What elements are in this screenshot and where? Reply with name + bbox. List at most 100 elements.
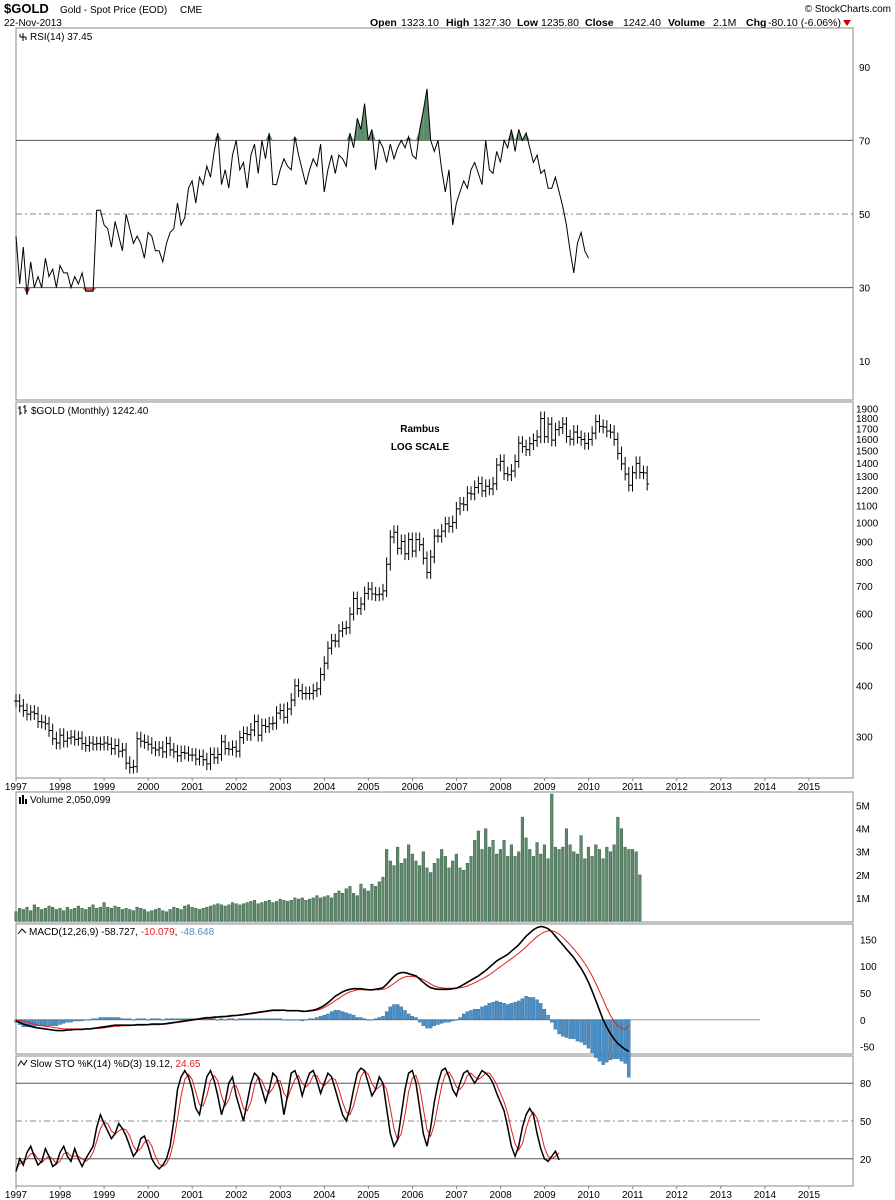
x-label-2010: 2010 (578, 782, 601, 793)
macd-histogram-bar (128, 1018, 132, 1020)
price-bar (219, 734, 224, 761)
price-bar (355, 591, 360, 615)
macd-tick-50: 50 (860, 989, 872, 1000)
macd-histogram-bar (234, 1019, 238, 1021)
price-bar (469, 486, 474, 501)
rsi-tick-30: 30 (859, 284, 871, 295)
price-bar (127, 756, 132, 774)
volume-bar (275, 901, 279, 922)
x-axis-upper: 1997 1998 1999 2000 2001 2002 2003 2004 2005 2006… (5, 777, 853, 793)
x-label-2009: 2009 (534, 782, 557, 793)
price-bar (505, 466, 510, 482)
price-bar (36, 706, 41, 728)
volume-bar (18, 908, 22, 922)
volume-bar (616, 816, 620, 922)
price-bar (615, 432, 620, 460)
volume-bar (227, 904, 231, 922)
volume-bar (194, 908, 198, 922)
volume-bar (286, 901, 290, 922)
chart-date: 22-Nov-2013 (4, 18, 62, 29)
volume-value: 2.1M (713, 17, 736, 29)
volume-bar (36, 906, 40, 922)
macd-histogram-bar (491, 1001, 495, 1020)
macd-histogram-bar (450, 1019, 455, 1022)
volume-bar (230, 902, 235, 922)
x-label-2012: 2012 (666, 782, 689, 793)
macd-signal-line (15, 930, 630, 1031)
volume-bar (241, 903, 246, 922)
price-tick-1300: 1300 (856, 472, 879, 483)
low-value: 1235.80 (541, 17, 579, 29)
macd-histogram-bar (84, 1019, 88, 1021)
macd-histogram-bar (355, 1017, 359, 1020)
macd-histogram-bar (58, 1019, 62, 1025)
volume-panel-frame (15, 791, 854, 923)
price-bar (432, 529, 437, 564)
x-label-2000: 2000 (137, 782, 160, 793)
volume-bar (311, 897, 315, 922)
price-tick-1900: 1900 (856, 405, 879, 416)
macd-histogram-bar (80, 1019, 84, 1022)
volume-bar (341, 893, 345, 922)
volume-bar (330, 897, 334, 922)
volume-bar (322, 896, 326, 922)
price-bar (61, 728, 66, 748)
macd-histogram-bar (495, 1000, 499, 1020)
price-bar (263, 718, 268, 733)
macd-histogram-bar (484, 1005, 488, 1020)
volume-bar (164, 911, 168, 922)
macd-histogram-bar (256, 1018, 260, 1020)
macd-histogram-bar (106, 1017, 110, 1020)
price-bar (568, 429, 573, 446)
volume-bar (120, 909, 124, 922)
volume-bar (476, 830, 480, 922)
rsi-overbought-fill (423, 88, 427, 141)
volume-bar (462, 870, 466, 922)
volume-bar (223, 905, 227, 922)
volume-bar (106, 906, 110, 922)
price-bar (498, 454, 503, 472)
rsi-tick-50: 50 (859, 210, 871, 221)
x-label-1999: 1999 (93, 1190, 116, 1200)
price-bar (83, 736, 88, 752)
price-bar (237, 730, 242, 758)
macd-histogram-bar (113, 1017, 117, 1020)
price-bar (109, 737, 114, 755)
volume-title: Volume 2,050,099 (30, 795, 111, 806)
macd-histogram-bar (95, 1018, 99, 1020)
volume-bar (73, 908, 77, 922)
x-label-2006: 2006 (401, 782, 424, 793)
macd-histogram-bar (458, 1017, 462, 1020)
macd-histogram-bar (249, 1018, 253, 1020)
x-label-2014: 2014 (754, 782, 777, 793)
macd-histogram-bar (54, 1019, 59, 1026)
price-bar (347, 607, 352, 635)
x-label-2011: 2011 (622, 782, 644, 793)
macd-histogram-bar (366, 1019, 370, 1021)
macd-histogram-bar (454, 1019, 459, 1021)
macd-histogram-bar (528, 997, 532, 1020)
volume-bar (183, 905, 187, 922)
price-bar (201, 749, 206, 767)
macd-histogram-bar (395, 1004, 400, 1020)
macd-histogram-bar (274, 1018, 279, 1020)
macd-tick-100: 100 (860, 962, 877, 973)
macd-histogram-bar (51, 1019, 55, 1026)
price-bar (373, 587, 378, 602)
volume-bar (212, 904, 216, 922)
volume-bar (509, 844, 513, 922)
volume-bar (58, 908, 62, 922)
price-tick-1500: 1500 (856, 447, 879, 458)
close-label: Close (585, 17, 614, 29)
macd-histogram-bar (561, 1019, 565, 1037)
price-bar (336, 624, 341, 648)
price-bar (461, 496, 466, 512)
price-bar (102, 736, 107, 751)
volume-bar (630, 849, 635, 922)
volume-bar (586, 846, 590, 922)
volume-bar (542, 844, 546, 922)
macd-histogram-bar (135, 1018, 139, 1020)
macd-tick--50: -50 (860, 1043, 875, 1054)
volume-bar (76, 905, 80, 922)
